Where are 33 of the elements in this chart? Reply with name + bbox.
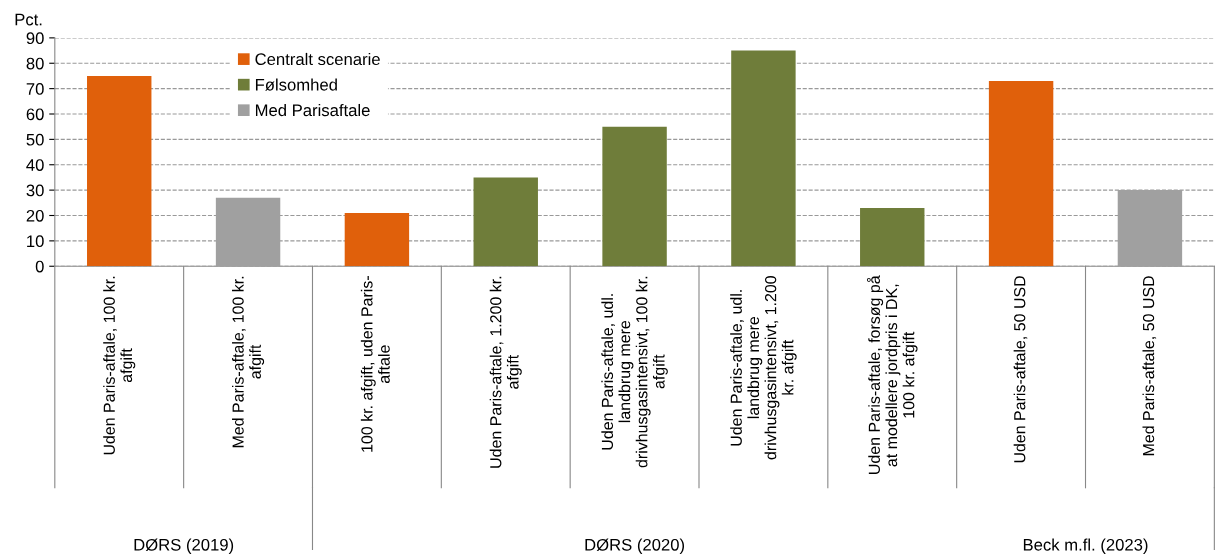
y-tick-label: 40 <box>26 159 44 171</box>
bar <box>988 81 1054 267</box>
y-tick-label: 30 <box>26 184 44 197</box>
text: DØRS (2020) <box>585 538 685 554</box>
bar <box>860 207 925 267</box>
text: DØRS (2019) <box>134 538 234 554</box>
bar <box>87 75 152 267</box>
x-tick-label: Uden Paris-aftale, udl. landbrug mere drivhusgasintensivt, 100 kr. afgift <box>601 276 668 468</box>
y-tick-label: 90 <box>26 32 44 45</box>
x-tick-label: 100 kr. afgift, uden Paris- aftale <box>360 276 390 452</box>
bar <box>473 177 538 267</box>
x-tick-label: Med Paris-aftale, 50 USD <box>1142 276 1157 456</box>
x-tick-label: Uden Paris-aftale, udl. landbrug mere drivhusgasintensivt, 1.200 kr. afgift <box>730 275 797 460</box>
x-tick-label: Uden Paris-aftale, forsøg på at modellere jordpris i DK, 100 kr. afgift <box>866 275 918 474</box>
y-tick-label: 0 <box>35 260 44 273</box>
y-axis-title: Pct. <box>15 13 42 26</box>
text: Beck m.fl. (2023) <box>1023 538 1148 554</box>
bar <box>344 212 410 267</box>
x-tick-label: Uden Paris-aftale, 100 kr. afgift <box>103 276 136 455</box>
y-tick-label: 80 <box>26 57 44 70</box>
bar <box>731 50 796 267</box>
y-tick-label: 10 <box>27 235 44 248</box>
x-tick-label: Uden Paris-aftale, 50 USD <box>1013 276 1028 463</box>
x-tick-label: Med Paris-aftale, 100 kr. afgift <box>232 276 265 448</box>
legend-label: Følsomhed <box>255 78 337 91</box>
legend-label: Centralt scenarie <box>255 52 380 66</box>
bar <box>602 126 667 267</box>
y-tick-label: 60 <box>26 108 44 121</box>
y-tick-label: 20 <box>26 209 44 222</box>
y-tick-label: 50 <box>26 133 44 146</box>
x-tick-label: Uden Paris-aftale, 1.200 kr. afgift <box>489 276 522 468</box>
y-tick-label: 70 <box>26 83 44 95</box>
legend-label: Med Parisaftale <box>255 103 370 117</box>
